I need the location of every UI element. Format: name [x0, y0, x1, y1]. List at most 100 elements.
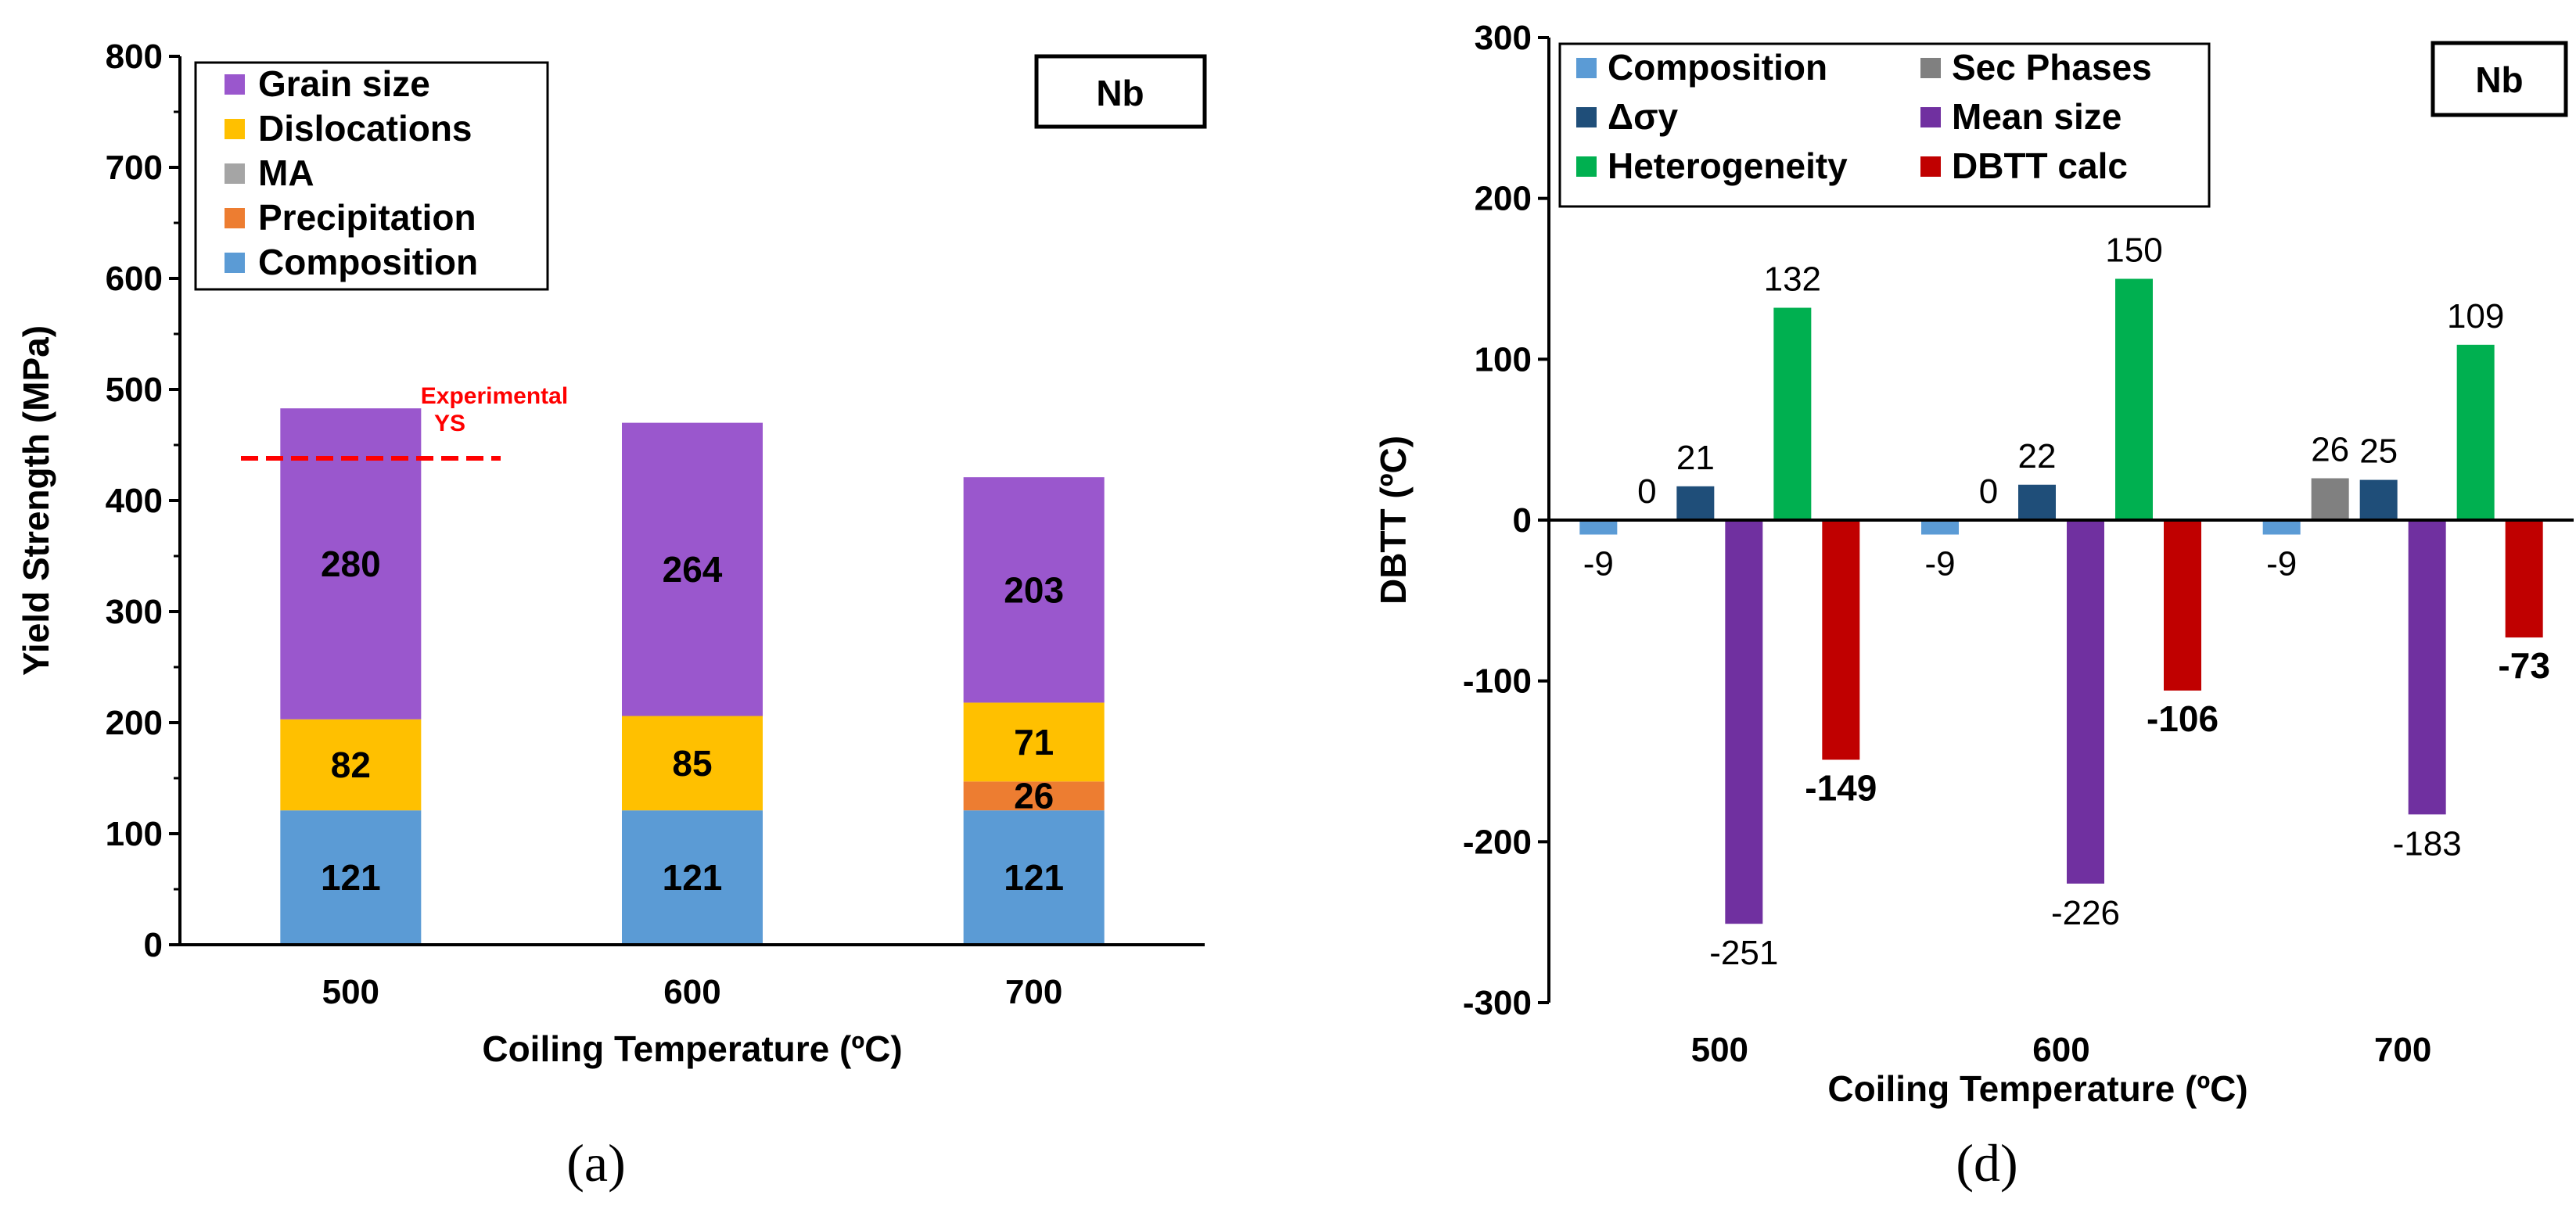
- bar-heterogeneity: [1773, 307, 1812, 520]
- bar-composition: [1921, 520, 1959, 535]
- chart-a-x-axis-title: Coiling Temperature (ºC): [482, 1028, 902, 1069]
- legend-label-precipitation: Precipitation: [258, 197, 476, 238]
- x-tick-label: 600: [663, 973, 720, 1011]
- bar-composition: [1579, 520, 1618, 535]
- x-tick-label: 600: [2032, 1031, 2089, 1069]
- x-tick-label: 500: [1691, 1031, 1748, 1069]
- bar-label: -149: [1805, 767, 1877, 808]
- bar-segment-dislocations: [963, 702, 1105, 782]
- legend-swatch-heterogeneity: [1576, 156, 1597, 177]
- legend-swatch-grain-size: [225, 74, 245, 95]
- chart-a-segment-labels: 121 82 280 121 85 264 121 26 71 203: [321, 544, 1064, 898]
- segment-label: 203: [1004, 569, 1064, 610]
- x-tick-label: 700: [1005, 973, 1062, 1011]
- bar-dbtt-calc: [1822, 520, 1860, 760]
- legend-swatch-composition: [1576, 58, 1597, 78]
- y-tick-label: 200: [1475, 180, 1532, 218]
- chart-d-tag-box: [2430, 41, 2568, 117]
- y-tick-label: 0: [144, 926, 163, 964]
- legend-swatch-ma: [225, 163, 245, 184]
- legend-swatch-dbtt-calc: [1920, 156, 1941, 177]
- y-tick-label: -300: [1463, 984, 1532, 1022]
- legend-swatch-precipitation: [225, 208, 245, 228]
- bar-segment-composition: [622, 810, 763, 945]
- bar-label: -183: [2393, 824, 2462, 863]
- chart-a-tag: Nb: [1096, 73, 1144, 113]
- segment-label: 121: [321, 857, 381, 898]
- bar-segment-grain-size: [963, 477, 1105, 703]
- chart-d-legend: Composition Sec Phases Δσy Mean size Heterog…: [1558, 42, 2211, 208]
- bar-dbtt-calc: [2164, 520, 2201, 691]
- bar-label: -9: [2266, 545, 2297, 583]
- chart-a-tag-box: [1034, 54, 1207, 129]
- segment-label: 121: [663, 857, 723, 898]
- bar-segment-precipitation: [963, 781, 1105, 811]
- legend-label-grain-size: Grain size: [258, 63, 430, 104]
- bar-label: -73: [2498, 645, 2549, 686]
- y-tick-label: 300: [1475, 19, 1532, 57]
- chart-d-bars: [1579, 278, 2543, 924]
- bar-composition: [2262, 520, 2301, 535]
- bar-label: -106: [2147, 698, 2219, 739]
- chart-d-caption: (d): [1956, 1133, 2017, 1193]
- chart-a: 0 100 200 300 400 500 600 700 800 121 82 280 121 85 2…: [16, 38, 1207, 1193]
- chart-d-tag: Nb: [2475, 59, 2523, 100]
- y-tick-label: 300: [106, 593, 163, 631]
- bar-label: 109: [2447, 297, 2504, 336]
- x-tick-label: 500: [322, 973, 379, 1011]
- legend-label-heterogeneity: Heterogeneity: [1608, 145, 1848, 186]
- y-tick-label: 0: [1513, 501, 1532, 540]
- legend-label-ma: MA: [258, 153, 314, 193]
- chart-a-caption: (a): [566, 1133, 625, 1193]
- legend-swatch-mean-size: [1920, 107, 1941, 127]
- segment-label: 264: [663, 549, 723, 590]
- bar-segment-dislocations: [280, 719, 422, 811]
- chart-d-y-ticks: -300 -200 -100 0 100 200 300: [1463, 19, 1549, 1022]
- legend-label-composition: Composition: [1608, 47, 1827, 88]
- y-tick-label: 100: [106, 815, 163, 853]
- bar-y: [2359, 479, 2398, 520]
- y-tick-label: 200: [106, 704, 163, 742]
- bar-segment-composition: [280, 810, 422, 945]
- y-tick-label: 100: [1475, 340, 1532, 379]
- bar-label: 132: [1764, 260, 1821, 299]
- bar-label: 0: [1637, 472, 1656, 511]
- y-tick-label: 500: [106, 371, 163, 409]
- bar-dbtt-calc: [2505, 520, 2543, 638]
- bar-label: -9: [1583, 545, 1614, 583]
- segment-label: 280: [321, 544, 381, 584]
- chart-a-legend-box: [194, 61, 549, 291]
- segment-label: 26: [1014, 776, 1054, 816]
- y-tick-label: 700: [106, 149, 163, 187]
- bar-heterogeneity: [2115, 278, 2153, 520]
- x-tick-label: 700: [2374, 1031, 2431, 1069]
- bar-label: -251: [1709, 934, 1778, 972]
- chart-a-y-axis-title: Yield Strength (MPa): [16, 325, 56, 676]
- segment-label: 71: [1014, 722, 1054, 763]
- legend-label-y: Δσy: [1608, 96, 1679, 137]
- bar-y: [2018, 484, 2056, 520]
- segment-label: 121: [1004, 857, 1064, 898]
- legend-label-dislocations: Dislocations: [258, 108, 472, 149]
- legend-label-mean-size: Mean size: [1952, 96, 2122, 137]
- legend-swatch-sec-phases: [1920, 58, 1941, 78]
- y-tick-label: -100: [1463, 662, 1532, 701]
- y-tick-label: 800: [106, 38, 163, 76]
- bar-label: 0: [1979, 472, 1998, 511]
- legend-label-dbtt-calc: DBTT calc: [1952, 145, 2128, 186]
- legend-swatch-y: [1576, 107, 1597, 127]
- legend-swatch-dislocations: [225, 119, 245, 139]
- chart-a-legend: Grain sizeDislocationsMAPrecipitationCom…: [194, 61, 549, 291]
- bar-label: 26: [2311, 431, 2349, 469]
- chart-d-x-ticks: 500 600 700: [1691, 1031, 2432, 1069]
- chart-a-bars: [280, 408, 1105, 945]
- segment-label: 82: [331, 745, 371, 785]
- chart-a-ys-label: YS: [434, 411, 465, 436]
- bar-label: 22: [2018, 437, 2057, 476]
- bar-segment-grain-size: [622, 422, 763, 716]
- bar-mean-size: [2067, 520, 2104, 884]
- chart-d-x-axis-title: Coiling Temperature (ºC): [1827, 1068, 2247, 1109]
- chart-d-bar-labels: -9 0 21 -251 132 -149 -9 0 22 -226 150 -106 -9 26 25 -1…: [1583, 231, 2550, 973]
